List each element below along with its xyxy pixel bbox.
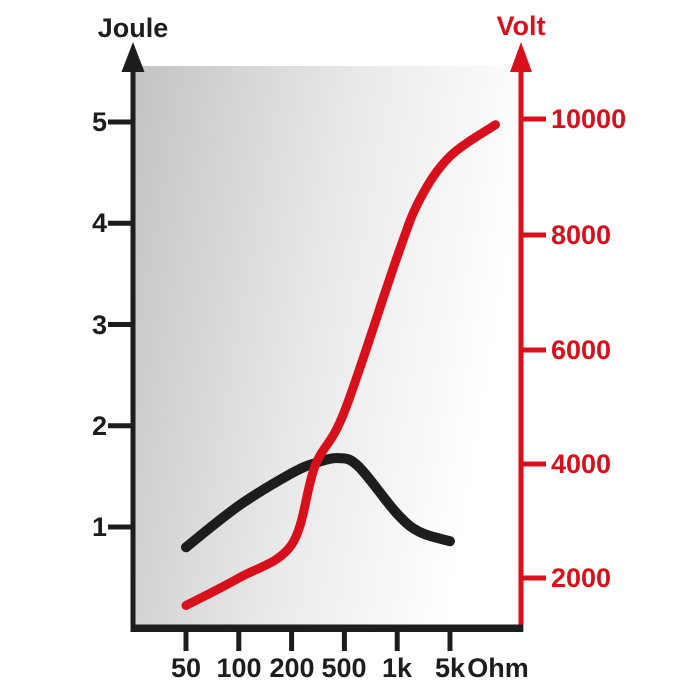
right-tick-label: 2000 [551,563,612,593]
right-axis-ticks [522,116,546,581]
left-tick-label: 3 [91,310,107,340]
x-tick-label: 5k [434,653,466,683]
x-axis-unit-label: Ohm [467,653,529,683]
right-axis-arrow-icon [510,42,532,72]
right-tick-label: 4000 [551,449,612,479]
x-tick-label: 50 [170,653,202,683]
right-tick-label: 8000 [551,220,612,250]
x-axis [130,624,523,651]
left-tick-label: 2 [91,411,107,441]
left-tick-label: 4 [91,208,107,238]
right-axis-title: Volt [496,11,546,41]
x-tick-label: 100 [216,653,262,683]
x-tick-label: 1k [381,653,413,683]
x-tick-label: 200 [269,653,315,683]
left-tick-label: 1 [91,512,107,542]
joule-curve [181,453,455,553]
x-axis-ticks [183,630,453,651]
left-axis [108,42,145,632]
right-tick-label: 10000 [551,104,627,134]
left-axis-ticks [108,119,132,530]
x-tick-label: 500 [321,653,367,683]
left-axis-arrow-icon [121,42,145,72]
volt-curve [181,120,500,610]
left-axis-title: Joule [97,13,169,43]
right-tick-label: 6000 [551,335,612,365]
right-axis [510,42,546,632]
left-tick-label: 5 [91,107,107,137]
